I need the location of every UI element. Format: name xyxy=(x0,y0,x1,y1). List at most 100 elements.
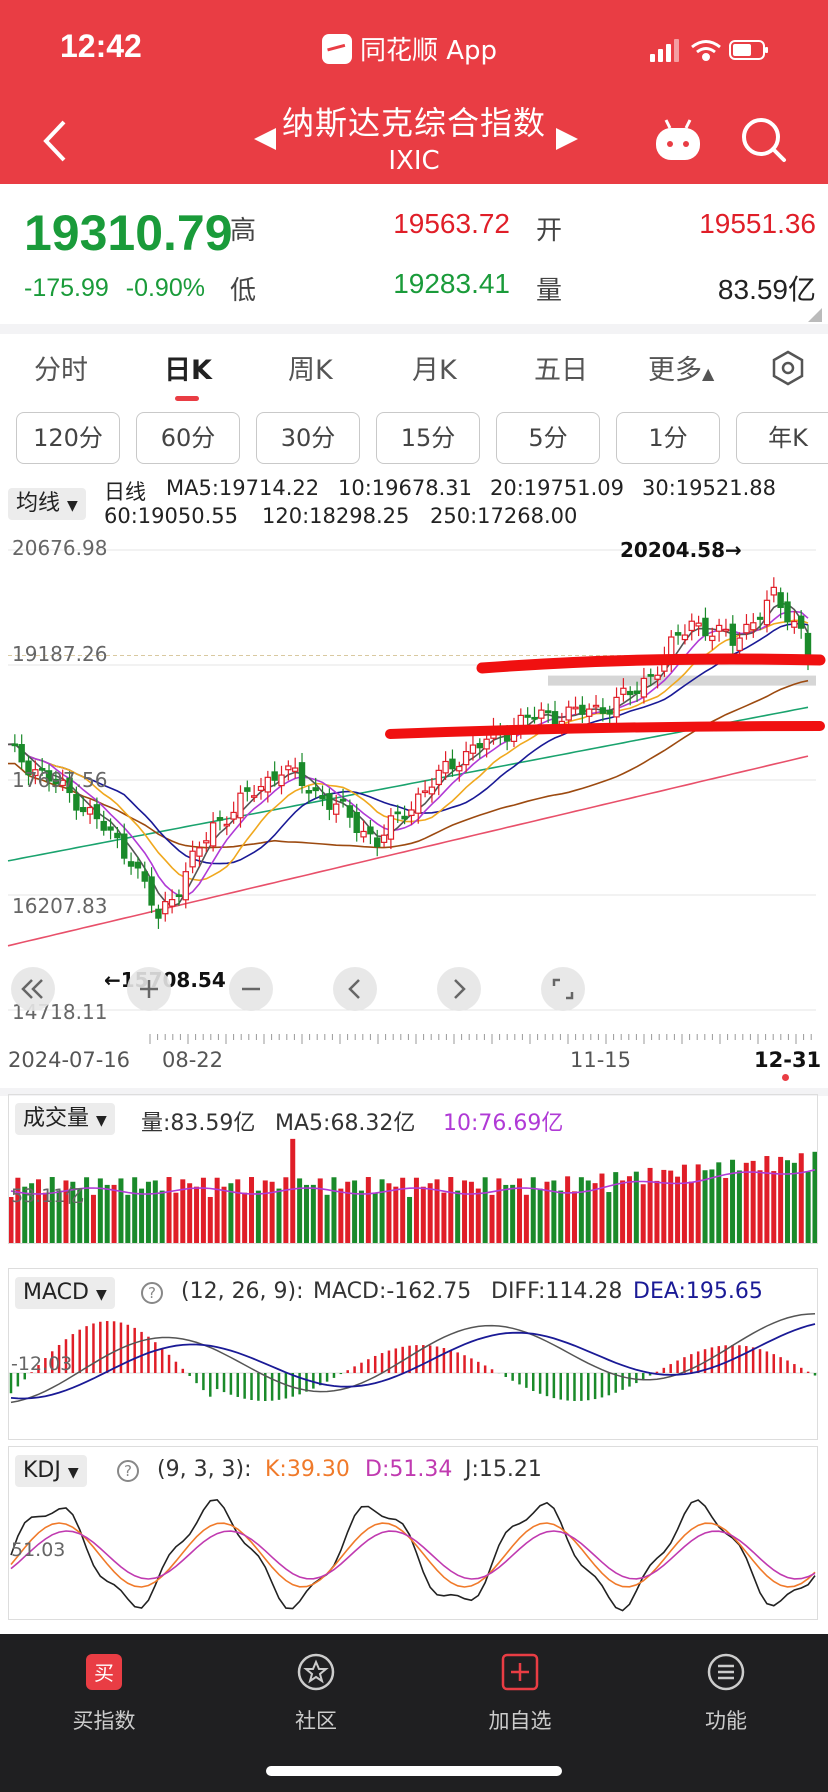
candle-body xyxy=(223,823,231,827)
double-chevron-left-icon[interactable] xyxy=(10,966,56,1012)
period-5min[interactable]: 5分 xyxy=(496,412,600,464)
volume-bar xyxy=(613,1172,619,1243)
chevron-right-icon[interactable] xyxy=(436,966,482,1012)
period-selector: 120分 60分 30分 15分 5分 1分 年K xyxy=(0,412,828,468)
candle-body xyxy=(216,817,224,821)
macd-chart xyxy=(9,1313,817,1404)
candlestick-chart[interactable] xyxy=(0,530,828,1050)
volume-bar xyxy=(585,1180,591,1243)
prev-index-icon[interactable] xyxy=(252,126,278,152)
kdj-panel[interactable]: KDJ ▼ ? (9, 3, 3): K:39.30 D:51.34 J:15.… xyxy=(8,1446,818,1620)
tab-daily-k[interactable]: 日K xyxy=(164,355,212,386)
kdj-selector[interactable]: KDJ ▼ xyxy=(15,1455,87,1487)
macd-panel[interactable]: MACD ▼ ? (12, 26, 9): MACD:-162.75 DIFF:… xyxy=(8,1268,818,1440)
volume-bar xyxy=(441,1192,447,1243)
period-30min[interactable]: 30分 xyxy=(256,412,360,464)
tab-functions[interactable]: 功能 xyxy=(656,1644,796,1735)
chevron-left-icon[interactable] xyxy=(332,966,378,1012)
tab-monthly-k[interactable]: 月K xyxy=(412,355,457,386)
volume-bar xyxy=(9,1197,14,1243)
dropdown-icon: ▼ xyxy=(67,498,78,514)
volume-bar xyxy=(42,1192,48,1243)
tab-buy-index[interactable]: 买 买指数 xyxy=(34,1644,174,1735)
plus-icon[interactable] xyxy=(126,966,172,1012)
candle-body xyxy=(620,687,627,695)
candle-body xyxy=(209,822,217,847)
volume-bar xyxy=(90,1194,96,1243)
tab-weekly-k[interactable]: 周K xyxy=(288,355,333,386)
settings-hex-icon[interactable] xyxy=(770,350,806,386)
candle-body xyxy=(298,762,306,786)
minus-icon[interactable] xyxy=(228,966,274,1012)
status-app-indicator[interactable]: 同花顺 App xyxy=(322,30,497,67)
candle-body xyxy=(387,815,395,840)
volume-bar xyxy=(544,1181,550,1243)
candle-body xyxy=(469,744,477,754)
candle-body xyxy=(291,767,299,772)
period-15min[interactable]: 15分 xyxy=(376,412,480,464)
volume-selector-label: 成交量 xyxy=(23,1106,90,1131)
candle-body xyxy=(250,795,258,798)
tab-five-day[interactable]: 五日 xyxy=(534,355,588,386)
volume-bar xyxy=(84,1177,90,1243)
volume-bar xyxy=(125,1194,131,1243)
volume-bar xyxy=(290,1138,296,1243)
date-label: 08-22 xyxy=(162,1048,224,1072)
kdj-help[interactable]: ? xyxy=(117,1457,139,1482)
tab-intraday[interactable]: 分时 xyxy=(34,355,88,386)
period-120min[interactable]: 120分 xyxy=(16,412,120,464)
candle-body xyxy=(114,832,121,839)
ma-selector[interactable]: 均线 ▼ xyxy=(8,488,86,520)
day-line-label: 日线 xyxy=(104,480,146,504)
candle-body xyxy=(421,790,429,794)
volume-bar xyxy=(139,1188,145,1243)
candle-body xyxy=(435,769,442,786)
candle-body xyxy=(66,777,73,794)
candle-body xyxy=(483,738,490,750)
volume-selector[interactable]: 成交量 ▼ xyxy=(15,1103,115,1135)
next-index-icon[interactable] xyxy=(554,126,580,152)
period-1min[interactable]: 1分 xyxy=(616,412,720,464)
macd-help[interactable]: ? xyxy=(141,1279,163,1304)
volume-bar xyxy=(771,1171,777,1243)
volume-bar xyxy=(104,1184,110,1243)
candle-body xyxy=(244,787,251,792)
candle-body xyxy=(784,601,791,623)
back-icon[interactable] xyxy=(40,118,70,164)
search-icon[interactable] xyxy=(740,116,788,164)
signal-icon xyxy=(650,39,679,62)
volume-bar xyxy=(324,1194,330,1243)
candle-body xyxy=(360,830,367,838)
volume-bar xyxy=(111,1184,117,1243)
candle-body xyxy=(770,586,778,596)
fullscreen-icon[interactable] xyxy=(540,966,586,1012)
volume-panel[interactable]: 成交量 ▼ 量:83.59亿 MA5:68.32亿 10:76.69亿 53.1… xyxy=(8,1094,818,1244)
candle-body xyxy=(415,793,422,814)
ma60-line xyxy=(7,679,809,849)
period-yearly-k[interactable]: 年K xyxy=(736,412,828,464)
candle-body xyxy=(80,807,87,813)
candle-body xyxy=(257,785,265,791)
volume-bar xyxy=(805,1171,811,1243)
robot-assistant-icon[interactable] xyxy=(652,116,704,164)
macd-selector[interactable]: MACD ▼ xyxy=(15,1277,115,1309)
volume-bar xyxy=(317,1178,323,1243)
tab-more[interactable]: 更多▲ xyxy=(648,348,714,387)
volume-bar xyxy=(640,1184,646,1243)
tab-add-watchlist[interactable]: 加自选 xyxy=(450,1644,590,1735)
date-label: 12-31 xyxy=(754,1048,822,1072)
open-value: 19551.36 xyxy=(699,208,816,239)
period-60min[interactable]: 60分 xyxy=(136,412,240,464)
candle-body xyxy=(175,894,183,898)
tab-community[interactable]: 社区 xyxy=(246,1644,386,1735)
macd-value: MACD:-162.75 xyxy=(313,1279,472,1304)
volume-bar xyxy=(152,1180,158,1243)
caret-up-icon: ▲ xyxy=(702,364,715,383)
expand-corner-icon[interactable] xyxy=(808,308,822,322)
dropdown-icon: ▼ xyxy=(96,1113,107,1129)
volume-bar xyxy=(778,1156,784,1243)
candle-body xyxy=(45,770,53,782)
date-axis-ticks xyxy=(149,1034,812,1044)
volume-bar xyxy=(730,1159,736,1243)
volume-axis-label: 53.11亿 xyxy=(11,1185,85,1207)
